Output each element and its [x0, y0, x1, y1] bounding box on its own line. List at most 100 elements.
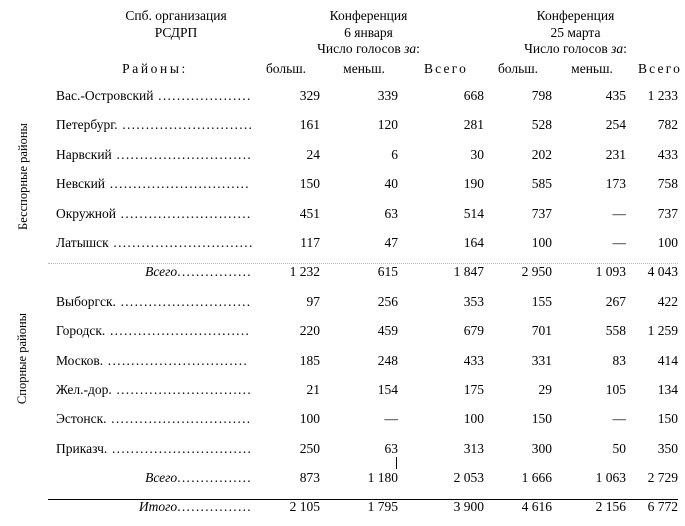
- header-conf1-subtitle: Число голосов за:: [266, 41, 471, 58]
- table-cell: 331: [531, 352, 552, 368]
- table-total-row: Всего................ 873 1 180 2 053 1 666 1…: [0, 467, 685, 496]
- table-cell: 100: [299, 411, 320, 427]
- table-cell: 30: [470, 146, 485, 162]
- table-cell: 2 105: [289, 499, 320, 515]
- table-cell: 1 795: [367, 499, 398, 515]
- table-total-row: Всего................ 1 232 615 1 847 2 950 1…: [0, 261, 685, 290]
- column-divider-tick: [396, 457, 397, 470]
- table-cell: 615: [377, 264, 398, 280]
- table-row: Латышск .............................. 11…: [0, 232, 685, 261]
- table-row: Приказч. .............................. 2…: [0, 438, 685, 467]
- table-row: Городск. .............................. 2…: [0, 320, 685, 349]
- table-row: Жел.-дор. ..............................…: [0, 379, 685, 408]
- table-cell: 120: [377, 117, 398, 133]
- header-conference-1: Конференция 6 января Число голосов за:: [266, 8, 471, 58]
- table-cell: 150: [657, 411, 678, 427]
- table-cell: 2 053: [453, 470, 484, 486]
- row-label-text: Всего: [145, 470, 178, 486]
- table-cell: 4 616: [521, 499, 552, 515]
- table-cell: 433: [657, 146, 678, 162]
- dot-leader: ..............................: [117, 117, 252, 133]
- row-label-text: Нарвский: [56, 146, 112, 162]
- row-label-text: Выборгск.: [56, 293, 116, 309]
- table-cell: 451: [299, 205, 320, 221]
- header-conf2-sub-suffix: :: [623, 41, 627, 56]
- table-cell: 679: [463, 323, 484, 339]
- table-cell: 150: [299, 176, 320, 192]
- table-cell: 202: [531, 146, 552, 162]
- table-cell: 134: [657, 381, 678, 397]
- table-cell: 256: [377, 293, 398, 309]
- total-row-label: Всего................: [56, 264, 252, 280]
- header-conf1-sub-prefix: Число голосов: [317, 41, 405, 56]
- row-label-text: Всего: [145, 264, 178, 280]
- table-row: Вас.-Островский ........................…: [0, 85, 685, 114]
- table-cell: 267: [605, 293, 626, 309]
- table-cell: 1 259: [647, 323, 678, 339]
- row-label: Петербург. .............................…: [56, 117, 252, 133]
- total-row-label: Итого................: [56, 499, 252, 515]
- table-cell: 173: [605, 176, 626, 192]
- table-header: Спб. организация РСДРП Конференция 6 янв…: [0, 8, 685, 56]
- table-cell: 155: [531, 293, 552, 309]
- table-cell: 105: [605, 381, 626, 397]
- table-cell: 313: [463, 440, 484, 456]
- header-conf2-date: 25 марта: [550, 24, 601, 40]
- table-cell: 1 093: [595, 264, 626, 280]
- table-cell: 514: [463, 205, 484, 221]
- table-cell: 701: [531, 323, 552, 339]
- table-cell: 190: [463, 176, 484, 192]
- dot-leader: ................: [177, 264, 252, 280]
- table-cell: 350: [657, 440, 678, 456]
- table-cell: 175: [463, 381, 484, 397]
- table-cell: —: [612, 234, 627, 250]
- group-separator-rule: [48, 263, 678, 265]
- table-cell: 250: [299, 440, 320, 456]
- column-header-rayony: Районы:: [122, 61, 188, 76]
- table-cell: —: [612, 411, 627, 427]
- table-cell: 1 232: [289, 264, 320, 280]
- table-cell: 300: [531, 440, 552, 456]
- dot-leader: ..............................: [103, 352, 249, 368]
- table-cell: 83: [612, 352, 627, 368]
- table-cell: 100: [531, 234, 552, 250]
- table-cell: 63: [384, 205, 399, 221]
- header-conf2-sub-italic: за: [611, 41, 624, 56]
- dot-leader: ..............................: [105, 176, 250, 192]
- table-cell: 50: [612, 440, 627, 456]
- table-cell: 6 772: [647, 499, 678, 515]
- table-row: Окружной .............................. 4…: [0, 203, 685, 232]
- table-page: Спб. организация РСДРП Конференция 6 янв…: [0, 8, 685, 514]
- table-cell: 782: [657, 117, 678, 133]
- column-header-mensh-1: меньш.: [343, 61, 385, 76]
- row-label: Городск. ..............................: [56, 323, 252, 339]
- table-cell: 100: [463, 411, 484, 427]
- table-row: Невский .............................. 15…: [0, 173, 685, 202]
- header-conf1-title: Конференция: [329, 8, 408, 23]
- row-label-text: Вас.-Островский: [56, 88, 154, 103]
- table-cell: 254: [605, 117, 626, 133]
- column-header-row: Районы: больш. меньш. Всего больш. меньш…: [0, 61, 685, 83]
- column-header-bolsh-1: больш.: [265, 61, 307, 76]
- row-label-text: Итого: [138, 499, 178, 515]
- column-header-vsego-2: Всего: [637, 61, 683, 76]
- row-label-text: Эстонск.: [56, 411, 107, 427]
- dot-leader: ..............................: [107, 440, 252, 456]
- row-label: Выборгск. ..............................: [56, 294, 252, 310]
- header-conference-2: Конференция 25 марта Число голосов за:: [473, 8, 678, 58]
- row-label-text: Жел.-дор.: [56, 381, 112, 397]
- table-cell: 164: [463, 234, 484, 250]
- table-cell: 150: [531, 411, 552, 427]
- row-label-text: Окружной: [56, 205, 116, 221]
- row-label: Вас.-Островский ........................…: [56, 88, 252, 104]
- dot-leader: ..............................: [158, 88, 252, 103]
- row-label: Невский ..............................: [56, 176, 252, 192]
- table-cell: 100: [657, 234, 678, 250]
- table-cell: 40: [384, 176, 399, 192]
- table-cell: 459: [377, 323, 398, 339]
- dot-leader: ..............................: [105, 323, 251, 339]
- row-label-text: Латышск: [56, 234, 109, 250]
- table-cell: 558: [605, 323, 626, 339]
- dot-leader: ..............................: [108, 234, 252, 250]
- header-conf2-sub-prefix: Число голосов: [524, 41, 612, 56]
